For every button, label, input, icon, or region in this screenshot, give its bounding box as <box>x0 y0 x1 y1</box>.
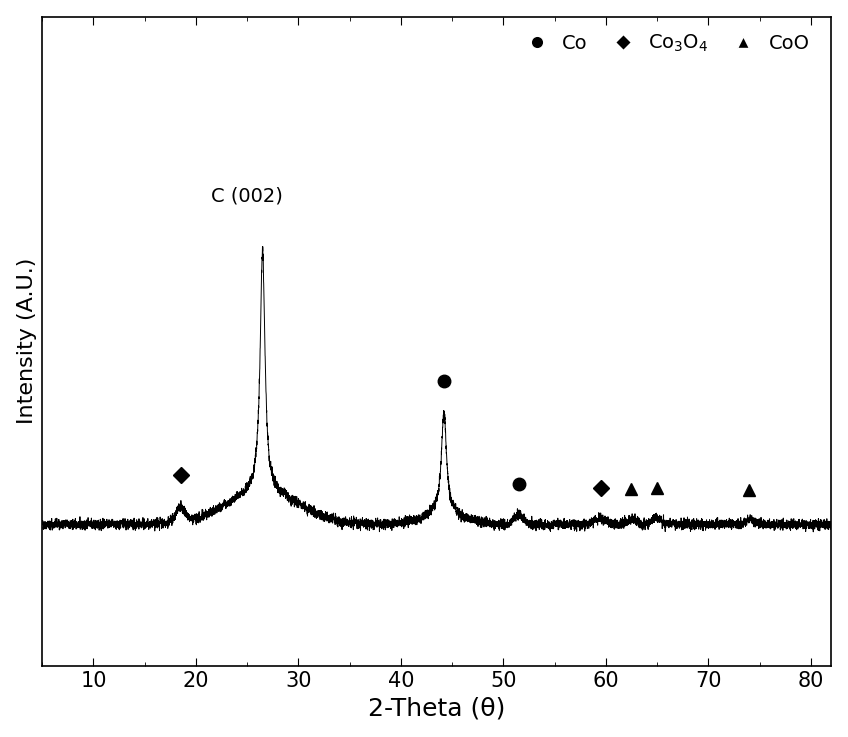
Text: C (002): C (002) <box>211 186 283 205</box>
Y-axis label: Intensity (A.U.): Intensity (A.U.) <box>17 258 36 425</box>
Legend: Co, Co$_3$O$_4$, CoO: Co, Co$_3$O$_4$, CoO <box>510 25 817 62</box>
X-axis label: 2-Theta (θ): 2-Theta (θ) <box>368 696 505 720</box>
